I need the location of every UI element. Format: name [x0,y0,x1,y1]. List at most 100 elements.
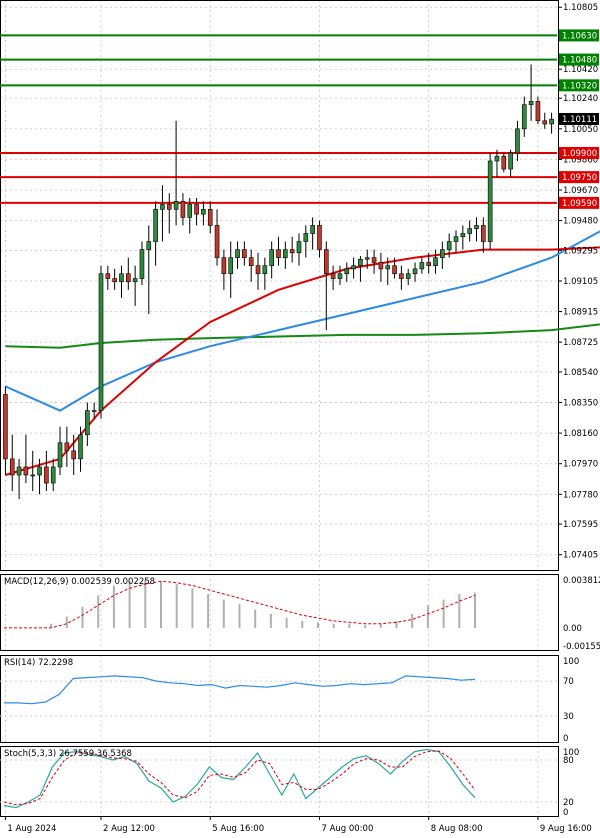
grid [0,0,559,817]
level-label: 1.09590 [562,199,597,209]
indicator-tick-label: 100 [563,657,579,667]
level-label: 1.09900 [562,149,597,159]
panel-frame [0,746,559,817]
indicator-tick-label: 100 [563,748,579,758]
time-tick-label: 9 Aug 16:00 [540,824,592,834]
candle-body [385,265,391,270]
level-label-box [559,53,599,66]
candle-body [515,128,520,154]
candle-body [405,273,411,279]
candle-body [242,249,247,258]
candle-body [139,249,145,279]
level-label: 1.09750 [562,173,597,183]
candle-body [460,233,466,237]
level-label-box [559,29,599,42]
price-tick-label: 1.07780 [563,490,598,500]
indicator-label: MACD(12,26,9) 0.002539 0.002258 [4,577,155,587]
candle-body [119,273,124,283]
price-tick-label: 1.07970 [563,460,598,470]
candle-body [98,273,104,411]
level-label: 1.10480 [562,56,597,66]
candle-body [296,241,302,254]
price-tick-label: 1.08725 [563,338,598,348]
candle-body [528,101,534,105]
candle-body [235,249,240,258]
indicator-tick-label: 30 [563,712,574,722]
price-tick-label: 1.08350 [563,399,598,409]
indicator-tick-label: 70 [563,677,574,687]
rsi-panel: 100 70 30 0 RSI(14) 72.2298 [0,657,579,744]
candle-body [323,249,329,275]
moving-averages [4,230,600,476]
price-tick-label: 1.09295 [563,246,598,256]
sma-50-line [4,230,600,412]
price-tick-label: 1.10420 [563,65,598,75]
candle-body [221,257,227,275]
candle-body [440,249,445,258]
candle-body [412,268,418,275]
candle-body [214,225,220,258]
panel-frame [0,655,559,743]
price-tick-label: 1.08160 [563,429,598,439]
level-label-box [559,171,599,184]
macd-panel: 0.003812 0.00 -0.001559 MACD(12,26,9) 0.002… [4,576,600,652]
indicator-tick-label: 80 [563,756,574,766]
candle-body [399,273,404,279]
indicator-label: Stoch(5,3,3) 26.7559 36.5368 [4,749,132,759]
time-tick-label: 5 Aug 16:00 [212,824,264,834]
candle-body [173,200,179,210]
candle-body [487,160,493,242]
stoch-k-line [3,748,476,809]
candle-body [535,101,541,122]
candle-body [187,204,193,218]
price-tick-label: 1.08540 [563,368,598,378]
candle-body [419,262,425,270]
level-label-box [559,196,599,209]
time-tick-label: 2 Aug 12:00 [103,824,155,834]
ema-20-line [5,246,600,476]
candle-body [446,241,452,250]
price-axis: 1.10805 1.10420 1.10240 1.10050 1.09860 1.096… [558,3,599,561]
indicator-label: RSI(14) 72.2298 [4,658,73,668]
candle-body [85,410,90,436]
candle-body [426,262,431,266]
candle-body [433,257,438,266]
candle-body [474,225,479,229]
time-tick-label: 8 Aug 08:00 [431,824,483,834]
price-tick-label: 1.10240 [563,94,598,104]
candle-body [201,209,206,215]
level-label-box [559,79,599,92]
candle-body [126,273,131,283]
candle-body [378,262,384,270]
candle-body [91,410,97,412]
stoch-d-line [3,750,476,806]
candle-body [453,236,459,242]
candle-body [330,273,336,279]
indicator-tick-label: 0.00 [563,624,582,634]
candle-body [228,257,234,275]
candle-body [508,152,513,170]
candle-body [501,155,507,170]
candle-body [207,209,213,226]
price-tick-label: 1.07595 [563,520,598,530]
price-tick-label: 1.10805 [563,3,598,13]
candle-body [255,265,261,275]
candle-body [549,118,554,125]
candle-body [37,466,42,476]
candle-body [303,233,309,242]
candle-body [16,466,22,476]
candle-body [283,249,288,258]
candle-body [64,442,70,452]
candle-body [71,450,76,460]
level-label: 1.10630 [562,31,597,41]
panel-frame [0,574,559,651]
sma-200-line [5,323,600,349]
indicator-tick-label: 20 [563,798,574,808]
candle-body [310,225,315,234]
rsi-line [4,675,476,705]
candle-body [351,265,356,270]
price-tick-label: 1.10050 [563,125,598,135]
price-tick-label: 1.09480 [563,217,598,227]
candle-body [153,209,158,242]
